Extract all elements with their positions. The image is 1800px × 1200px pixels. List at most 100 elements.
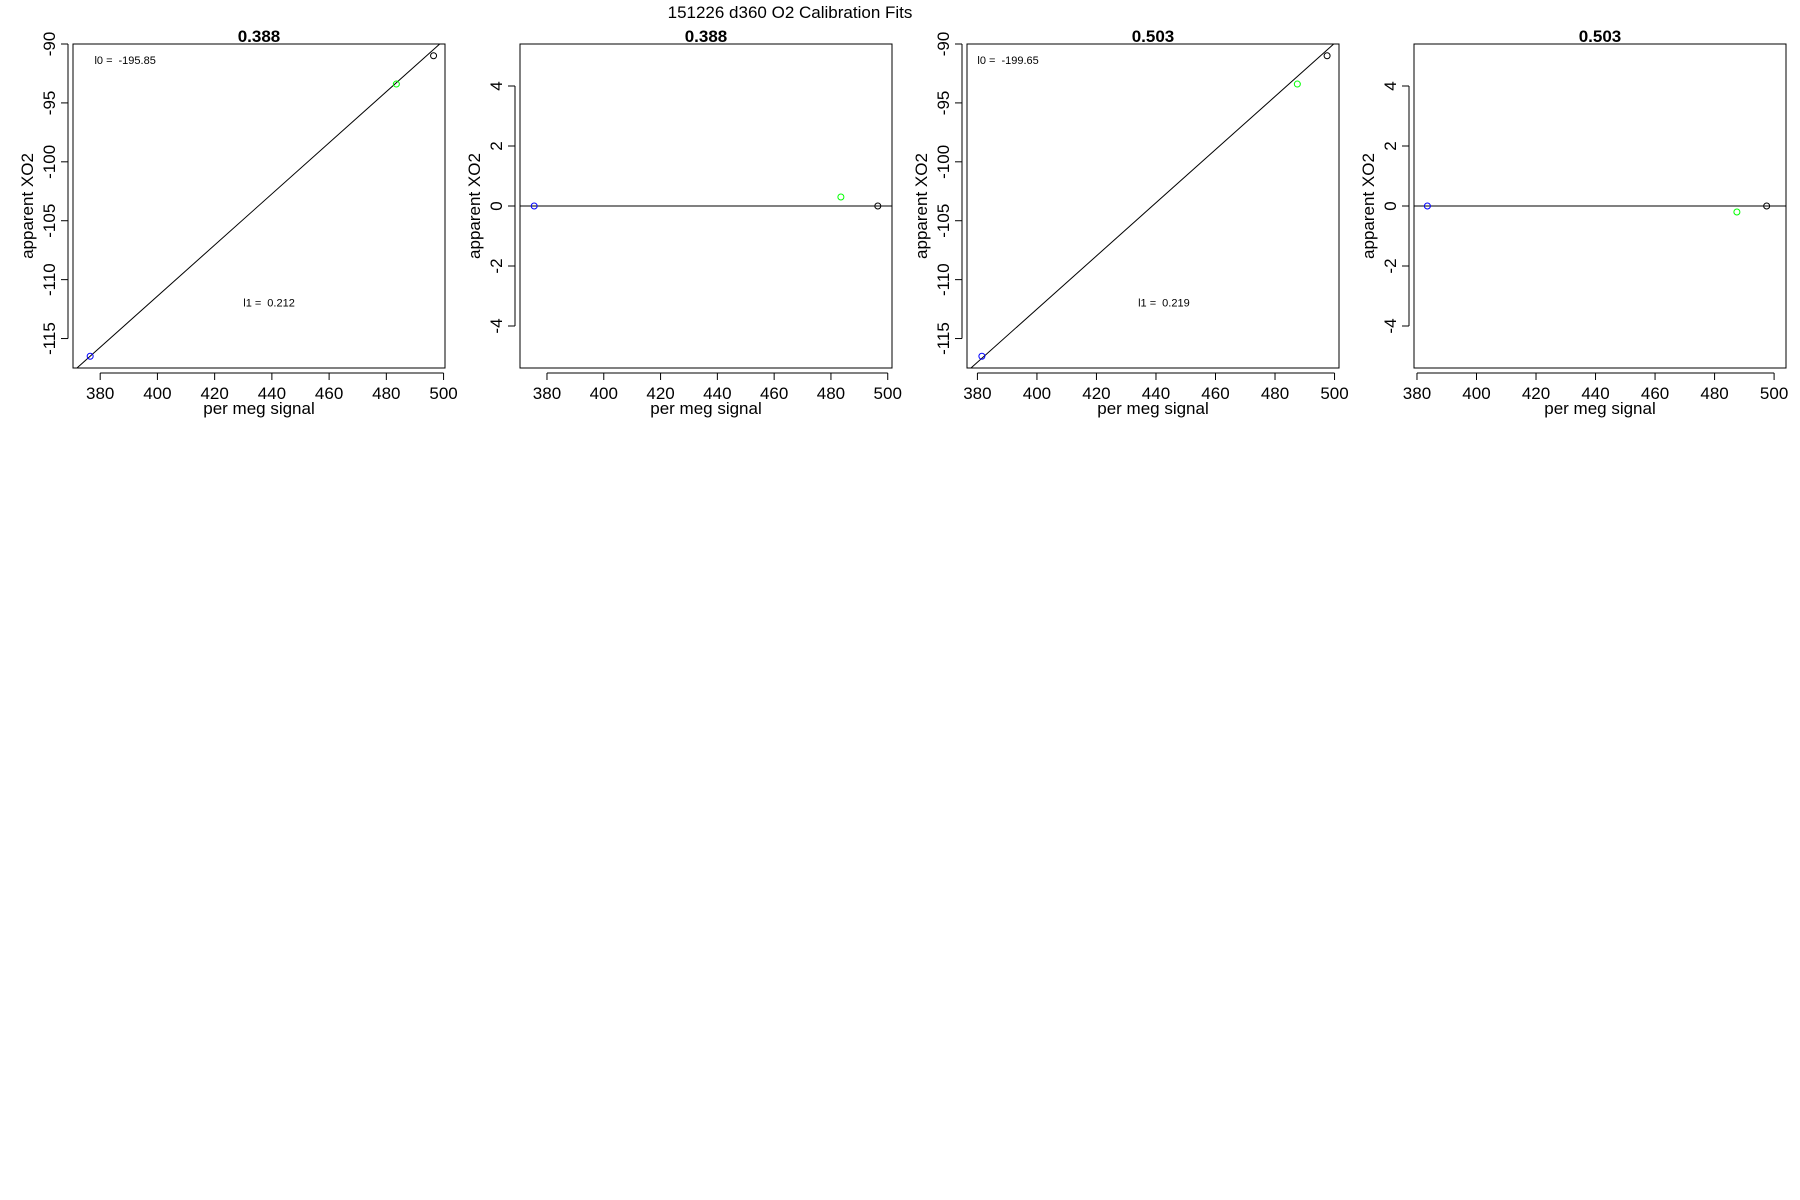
x-tick-label: 440 xyxy=(258,384,286,403)
x-tick-label: 380 xyxy=(1403,384,1431,403)
y-axis-label: apparent XO2 xyxy=(18,153,37,259)
panel-title: 0.388 xyxy=(238,27,281,46)
plot-area xyxy=(76,44,441,368)
plot-area xyxy=(1414,202,1786,216)
data-point xyxy=(1293,80,1301,88)
x-tick-label: 400 xyxy=(590,384,618,403)
coefficient-annotation: l1 = 0.212 xyxy=(243,298,295,310)
coefficient-annotation: l0 = -195.85 xyxy=(94,55,155,67)
x-tick-label: 440 xyxy=(1581,384,1609,403)
y-tick-label: 4 xyxy=(487,81,506,90)
x-tick-label: 400 xyxy=(143,384,171,403)
y-tick-label: -95 xyxy=(934,91,953,116)
plot-frame xyxy=(72,43,446,369)
fit-line xyxy=(970,44,1335,368)
y-tick-label: -90 xyxy=(40,32,59,57)
data-point xyxy=(86,352,94,360)
y-tick-label: -2 xyxy=(487,258,506,273)
y-tick-label: 0 xyxy=(487,201,506,210)
x-axis-label: per meg signal xyxy=(1544,399,1656,418)
x-tick-label: 420 xyxy=(1522,384,1550,403)
y-tick-label: 0 xyxy=(1381,201,1400,210)
x-tick-label: 380 xyxy=(963,384,991,403)
data-point xyxy=(1423,202,1431,210)
x-tick-label: 420 xyxy=(200,384,228,403)
x-tick-label: 400 xyxy=(1023,384,1051,403)
y-tick-label: -95 xyxy=(40,91,59,116)
x-tick-label: 460 xyxy=(315,384,343,403)
annotation-value: -199.65 xyxy=(1001,55,1038,67)
x-tick-label: 500 xyxy=(429,384,457,403)
chart-panel-3: 0.503 380 400 420 440 460 480 500 per meg signal… xyxy=(912,27,1349,418)
y-tick-label: -110 xyxy=(934,263,953,296)
data-point xyxy=(1323,52,1331,60)
y-tick-label: -100 xyxy=(934,145,953,179)
figure-title: 151226 d360 O2 Calibration Fits xyxy=(668,3,913,22)
y-axis-label: apparent XO2 xyxy=(912,153,931,259)
x-tick-label: 460 xyxy=(1641,384,1669,403)
annotation-value: 0.212 xyxy=(267,298,295,310)
x-tick-label: 480 xyxy=(372,384,400,403)
y-tick-label: -4 xyxy=(487,318,506,333)
y-tick-label: -105 xyxy=(934,204,953,238)
panel-title: 0.503 xyxy=(1579,27,1622,46)
annotation-label: l1 = xyxy=(243,298,261,310)
x-tick-label: 400 xyxy=(1462,384,1490,403)
y-tick-label: -2 xyxy=(1381,258,1400,273)
x-tick-label: 500 xyxy=(1320,384,1348,403)
chart-panel-1: 0.388 380 400 420 440 460 480 500 per meg signal… xyxy=(18,27,458,418)
x-tick-label: 420 xyxy=(646,384,674,403)
annotation-value: -195.85 xyxy=(119,55,156,67)
x-tick-label: 440 xyxy=(703,384,731,403)
panel-title: 0.503 xyxy=(1132,27,1175,46)
data-point xyxy=(392,80,400,88)
y-tick-label: -115 xyxy=(934,322,953,355)
y-tick-label: -100 xyxy=(40,145,59,179)
x-tick-label: 460 xyxy=(760,384,788,403)
y-tick-label: 2 xyxy=(487,141,506,150)
data-point xyxy=(978,352,986,360)
x-axis-label: per meg signal xyxy=(650,399,762,418)
x-axis-label: per meg signal xyxy=(1097,399,1209,418)
x-tick-label: 440 xyxy=(1142,384,1170,403)
x-tick-label: 480 xyxy=(1700,384,1728,403)
y-tick-label: -4 xyxy=(1381,318,1400,333)
data-point xyxy=(1763,202,1771,210)
y-tick-label: -115 xyxy=(40,322,59,355)
panel-title: 0.388 xyxy=(685,27,728,46)
coefficient-annotation: l0 = -199.65 xyxy=(977,55,1038,67)
data-point xyxy=(837,193,845,201)
annotation-label: l0 = xyxy=(94,55,112,67)
y-tick-label: 2 xyxy=(1381,141,1400,150)
data-point xyxy=(530,202,538,210)
plot-area xyxy=(520,193,892,210)
plot-frame xyxy=(966,43,1340,369)
x-tick-label: 500 xyxy=(1760,384,1788,403)
x-tick-label: 420 xyxy=(1082,384,1110,403)
annotation-value: 0.219 xyxy=(1162,298,1190,310)
y-axis-label: apparent XO2 xyxy=(465,153,484,259)
y-tick-label: -110 xyxy=(40,263,59,296)
x-tick-label: 380 xyxy=(86,384,114,403)
x-tick-label: 480 xyxy=(817,384,845,403)
y-tick-label: -90 xyxy=(934,32,953,57)
x-tick-label: 480 xyxy=(1261,384,1289,403)
fit-line xyxy=(76,44,441,368)
plot-area xyxy=(970,44,1335,368)
annotation-label: l1 = xyxy=(1138,298,1156,310)
y-axis-label: apparent XO2 xyxy=(1359,153,1378,259)
y-tick-label: 4 xyxy=(1381,81,1400,90)
annotation-label: l0 = xyxy=(977,55,995,67)
data-point xyxy=(430,52,438,60)
data-point xyxy=(874,202,882,210)
coefficient-annotation: l1 = 0.219 xyxy=(1138,298,1190,310)
x-tick-label: 380 xyxy=(533,384,561,403)
x-axis-label: per meg signal xyxy=(203,399,315,418)
x-tick-label: 500 xyxy=(874,384,902,403)
x-tick-label: 460 xyxy=(1201,384,1229,403)
data-point xyxy=(1733,208,1741,216)
